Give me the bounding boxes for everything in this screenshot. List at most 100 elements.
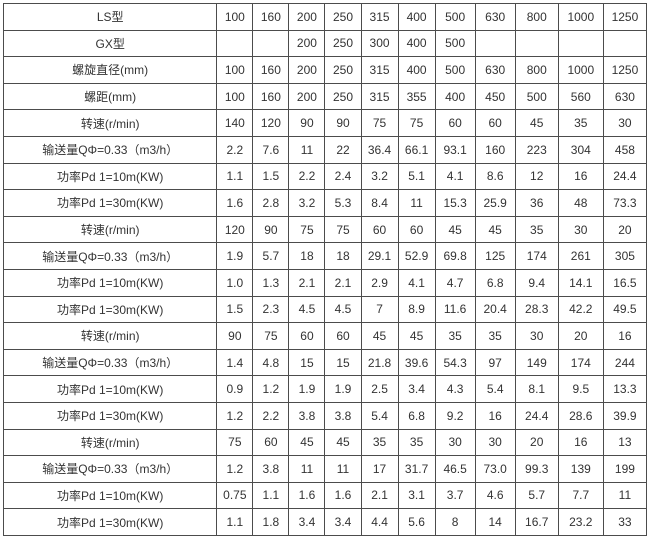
value-cell: 3.2 bbox=[288, 189, 326, 217]
value-cell: 174 bbox=[557, 348, 604, 377]
value-cell: 1250 bbox=[602, 56, 648, 84]
value-cell: 7 bbox=[360, 295, 399, 324]
value-cell: 1.2 bbox=[216, 455, 254, 483]
value-cell: 1.1 bbox=[216, 508, 254, 536]
value-cell: 22 bbox=[324, 135, 362, 164]
value-cell: 160 bbox=[252, 56, 290, 84]
value-cell: 3.8 bbox=[288, 401, 326, 430]
value-cell: 2.1 bbox=[360, 481, 399, 510]
table-row: 功率Pd 1=30m(KW) 1.1 1.8 3.4 3.4 4.4 5.6 8 14 16.7 2… bbox=[2, 508, 648, 536]
value-cell: 60 bbox=[434, 109, 476, 137]
value-cell: 140 bbox=[216, 109, 254, 137]
value-cell: 0.9 bbox=[216, 375, 254, 403]
value-cell: 60 bbox=[397, 215, 436, 244]
value-cell: 18 bbox=[324, 242, 362, 270]
screw-conveyor-spec-table: LS型 100 160 200 250 315 400 500 630 800 1000 1250 GX… bbox=[2, 3, 648, 536]
value-cell: 30 bbox=[474, 428, 516, 457]
value-cell: 300 bbox=[360, 29, 399, 58]
value-cell: 48 bbox=[557, 189, 604, 217]
value-cell: 49.5 bbox=[602, 295, 648, 324]
value-cell: 2.2 bbox=[216, 135, 254, 164]
value-cell: 5.1 bbox=[397, 162, 436, 191]
value-cell: 4.3 bbox=[434, 375, 476, 403]
value-cell: 4.4 bbox=[360, 508, 399, 536]
value-cell: 14.1 bbox=[557, 268, 604, 297]
value-cell: 1.6 bbox=[216, 189, 254, 217]
value-cell: 73.3 bbox=[602, 189, 648, 217]
value-cell: 244 bbox=[602, 348, 648, 377]
value-cell: 35 bbox=[514, 215, 559, 244]
row-label: 输送量QΦ=0.33（m3/h） bbox=[2, 242, 218, 270]
value-cell: 75 bbox=[324, 215, 362, 244]
value-cell: 200 bbox=[288, 3, 326, 31]
table-row: 功率Pd 1=10m(KW) 1.1 1.5 2.2 2.4 3.2 5.1 4.1 8.6 12… bbox=[2, 162, 648, 191]
value-cell: 5.3 bbox=[324, 189, 362, 217]
value-cell: 30 bbox=[557, 215, 604, 244]
value-cell: 8.9 bbox=[397, 295, 436, 324]
value-cell: 160 bbox=[252, 82, 290, 111]
value-cell: 1.9 bbox=[324, 375, 362, 403]
value-cell: 35 bbox=[434, 322, 476, 350]
value-cell: 125 bbox=[474, 242, 516, 270]
value-cell: 120 bbox=[252, 109, 290, 137]
value-cell: 75 bbox=[288, 215, 326, 244]
table-row: 功率Pd 1=10m(KW) 1.0 1.3 2.1 2.1 2.9 4.1 4.7 6.8 9.… bbox=[2, 268, 648, 297]
value-cell: 35 bbox=[397, 428, 436, 457]
value-cell: 2.2 bbox=[288, 162, 326, 191]
value-cell: 2.9 bbox=[360, 268, 399, 297]
value-cell: 1.2 bbox=[216, 401, 254, 430]
value-cell: 3.1 bbox=[397, 481, 436, 510]
value-cell: 139 bbox=[557, 455, 604, 483]
value-cell: 3.8 bbox=[324, 401, 362, 430]
value-cell: 30 bbox=[602, 109, 648, 137]
value-cell bbox=[514, 29, 559, 58]
row-label: 转速(r/min) bbox=[2, 109, 218, 137]
value-cell: 5.4 bbox=[360, 401, 399, 430]
value-cell: 160 bbox=[252, 3, 290, 31]
row-label: 转速(r/min) bbox=[2, 215, 218, 244]
value-cell: 400 bbox=[397, 29, 436, 58]
row-label: 功率Pd 1=10m(KW) bbox=[2, 268, 218, 297]
value-cell: 1250 bbox=[602, 3, 648, 31]
value-cell: 100 bbox=[216, 82, 254, 111]
value-cell: 3.2 bbox=[360, 162, 399, 191]
value-cell: 39.9 bbox=[602, 401, 648, 430]
value-cell bbox=[252, 29, 290, 58]
value-cell: 20 bbox=[557, 322, 604, 350]
value-cell: 13.3 bbox=[602, 375, 648, 403]
value-cell: 120 bbox=[216, 215, 254, 244]
table-row: 转速(r/min) 120 90 75 75 60 60 45 45 35 30 20 bbox=[2, 215, 648, 244]
value-cell: 8.4 bbox=[360, 189, 399, 217]
value-cell: 45 bbox=[288, 428, 326, 457]
value-cell: 23.2 bbox=[557, 508, 604, 536]
value-cell: 45 bbox=[360, 322, 399, 350]
value-cell: 6.8 bbox=[397, 401, 436, 430]
value-cell: 149 bbox=[514, 348, 559, 377]
value-cell: 60 bbox=[360, 215, 399, 244]
value-cell: 4.5 bbox=[324, 295, 362, 324]
value-cell: 2.5 bbox=[360, 375, 399, 403]
table-row: 输送量QΦ=0.33（m3/h） 1.2 3.8 11 11 17 31.7 46.5 73.0… bbox=[2, 455, 648, 483]
value-cell bbox=[216, 29, 254, 58]
row-label: 功率Pd 1=30m(KW) bbox=[2, 401, 218, 430]
table-row: 转速(r/min) 75 60 45 45 35 35 30 30 20 16 13 bbox=[2, 428, 648, 457]
row-label: 输送量QΦ=0.33（m3/h） bbox=[2, 348, 218, 377]
value-cell: 4.8 bbox=[252, 348, 290, 377]
value-cell: 99.3 bbox=[514, 455, 559, 483]
value-cell: 60 bbox=[288, 322, 326, 350]
value-cell: 17 bbox=[360, 455, 399, 483]
value-cell: 800 bbox=[514, 56, 559, 84]
value-cell: 400 bbox=[397, 3, 436, 31]
value-cell: 60 bbox=[252, 428, 290, 457]
value-cell: 15.3 bbox=[434, 189, 476, 217]
value-cell: 6.8 bbox=[474, 268, 516, 297]
value-cell: 7.7 bbox=[557, 481, 604, 510]
value-cell: 8.6 bbox=[474, 162, 516, 191]
value-cell: 20.4 bbox=[474, 295, 516, 324]
value-cell: 20 bbox=[514, 428, 559, 457]
row-label: 螺距(mm) bbox=[2, 82, 218, 111]
value-cell: 9.2 bbox=[434, 401, 476, 430]
value-cell: 16 bbox=[474, 401, 516, 430]
value-cell: 13 bbox=[602, 428, 648, 457]
